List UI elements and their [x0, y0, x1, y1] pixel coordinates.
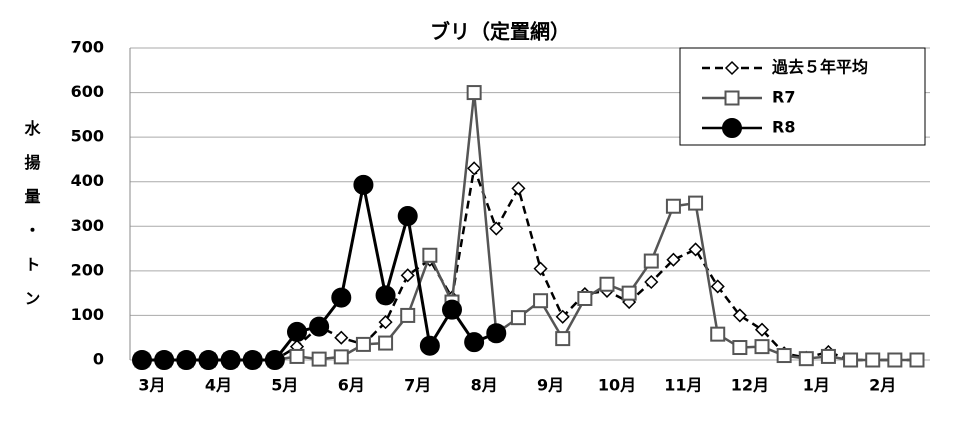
marker	[334, 330, 349, 345]
marker	[710, 279, 725, 294]
x-tick-label: 4月	[205, 376, 232, 395]
marker	[353, 174, 374, 195]
x-tick-label: 8月	[471, 376, 498, 395]
marker	[397, 206, 418, 227]
marker	[486, 323, 507, 344]
legend-label: R8	[772, 118, 795, 137]
marker	[264, 350, 285, 370]
marker	[665, 198, 681, 214]
y-tick-label: 300	[71, 216, 104, 235]
y-tick-label: 700	[71, 38, 104, 57]
x-tick-label: 2月	[869, 376, 896, 395]
marker	[400, 307, 416, 323]
marker	[555, 331, 571, 347]
y-tick-label: 200	[71, 260, 104, 279]
x-tick-label: 10月	[598, 376, 636, 395]
marker	[798, 351, 814, 367]
marker	[533, 293, 549, 309]
marker	[776, 348, 792, 364]
x-tick-label: 9月	[537, 376, 564, 395]
marker	[309, 316, 330, 337]
x-tick-label: 6月	[338, 376, 365, 395]
marker	[242, 350, 263, 370]
y-tick-label: 600	[71, 82, 104, 101]
marker	[510, 310, 526, 326]
marker	[710, 326, 726, 342]
marker	[688, 242, 703, 257]
marker	[220, 350, 241, 370]
marker	[400, 268, 415, 283]
marker	[887, 352, 903, 368]
x-tick-label: 12月	[731, 376, 769, 395]
marker	[732, 308, 747, 323]
marker	[375, 285, 396, 306]
marker	[754, 322, 770, 337]
marker	[419, 335, 440, 356]
x-tick-label: 1月	[803, 376, 830, 395]
marker	[820, 348, 836, 364]
marker	[464, 332, 485, 353]
y-tick-label: 400	[71, 171, 104, 190]
marker	[599, 276, 615, 292]
marker	[555, 309, 570, 324]
y-axis-label: 水揚量・トン	[22, 119, 41, 324]
marker	[732, 340, 748, 356]
marker	[754, 339, 770, 355]
y-tick-label: 500	[71, 127, 104, 146]
marker	[132, 350, 152, 370]
marker	[176, 350, 197, 370]
marker	[644, 274, 659, 290]
x-tick-label: 11月	[664, 376, 702, 395]
marker	[724, 90, 740, 106]
marker	[511, 181, 526, 196]
marker	[533, 261, 548, 276]
marker	[621, 285, 637, 301]
legend-label: R7	[772, 88, 795, 107]
marker	[378, 315, 393, 330]
marker	[422, 247, 438, 263]
marker	[198, 350, 219, 370]
marker	[154, 350, 175, 370]
marker	[724, 60, 740, 76]
marker	[643, 253, 659, 269]
series-line	[142, 163, 917, 362]
marker	[355, 336, 371, 352]
x-tick-label: 3月	[138, 376, 165, 395]
marker	[311, 351, 327, 367]
x-tick-label: 5月	[271, 376, 298, 395]
marker	[843, 352, 859, 368]
marker	[489, 221, 504, 236]
marker	[287, 321, 307, 342]
marker	[378, 335, 394, 351]
marker	[688, 195, 704, 211]
marker	[722, 118, 742, 138]
marker	[289, 348, 305, 364]
y-tick-label: 100	[71, 305, 104, 324]
marker	[467, 161, 482, 176]
x-tick-label: 7月	[404, 376, 431, 395]
marker	[577, 290, 593, 306]
chart-title: ブリ（定置網）	[430, 20, 570, 44]
legend-label: 過去５年平均	[771, 58, 868, 77]
marker	[909, 352, 925, 368]
marker	[442, 299, 462, 320]
marker	[331, 287, 352, 308]
series	[134, 161, 925, 368]
marker	[333, 349, 349, 365]
series	[132, 174, 507, 370]
marker	[466, 85, 482, 101]
y-tick-label: 0	[93, 350, 104, 369]
marker	[865, 352, 881, 368]
marker	[666, 252, 681, 267]
